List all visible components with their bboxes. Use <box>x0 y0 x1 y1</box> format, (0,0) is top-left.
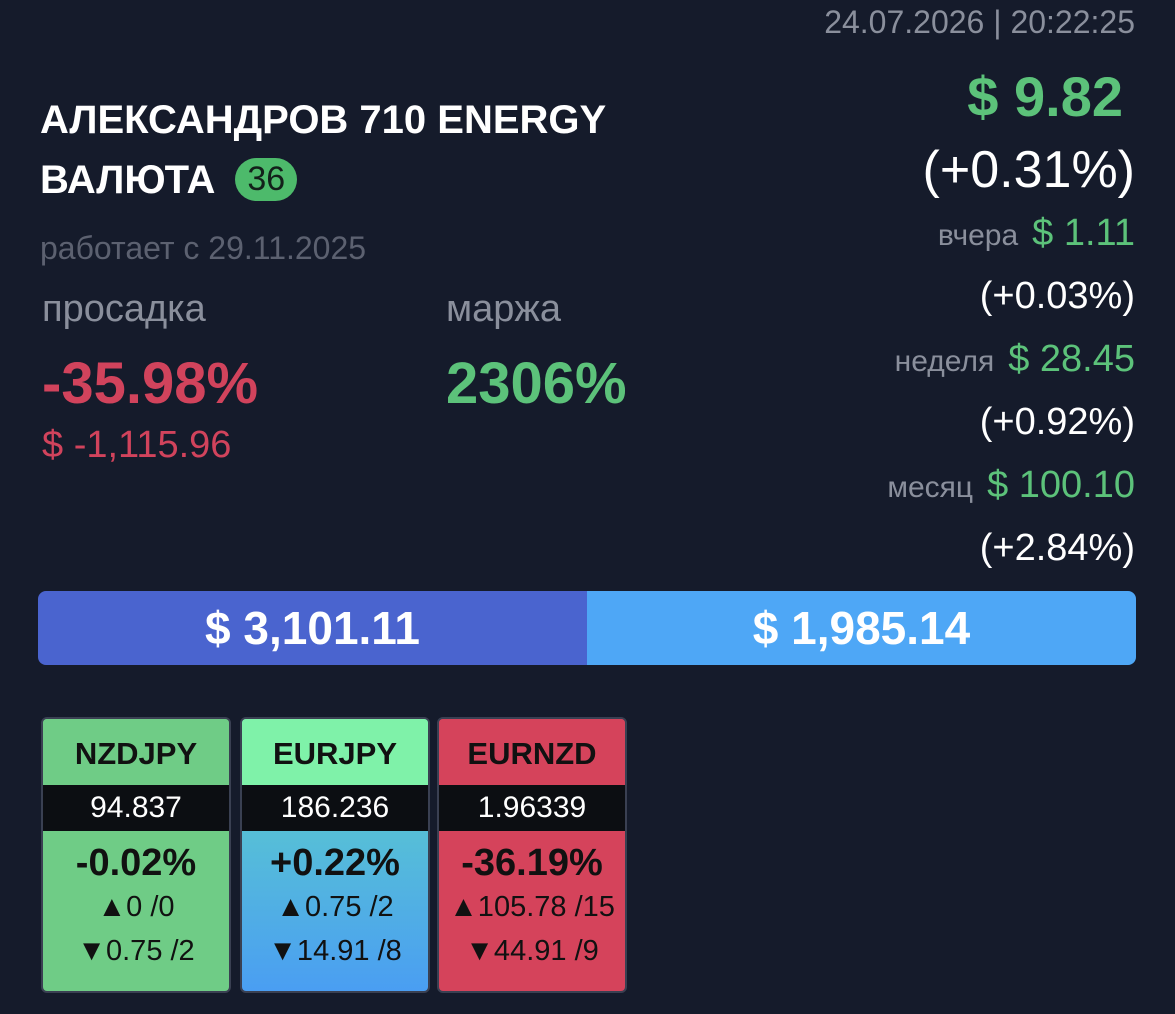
margin-label: маржа <box>446 288 561 330</box>
period-amount: $ 100.10 <box>987 464 1135 506</box>
drawdown-amount: $ -1,115.96 <box>42 424 232 466</box>
pair-card: EURNZD 1.96339 -36.19% ▲105.78 /15 ▼44.91 /9 <box>437 717 627 993</box>
period-amount: $ 1.11 <box>1032 212 1135 254</box>
pair-symbol: EURNZD <box>439 719 625 785</box>
title: ВАЛЮТА <box>40 158 216 202</box>
period-row: неделя $ 28.45 <box>895 338 1135 381</box>
margin-value: 2306% <box>446 351 627 416</box>
period-row: месяц $ 100.10 <box>887 464 1135 507</box>
balance-left: $ 3,101.11 <box>38 591 587 665</box>
pair-price: 1.96339 <box>439 785 625 831</box>
pair-change: -0.02% <box>75 842 197 884</box>
period-change: (+0.03%) <box>979 275 1135 317</box>
period-change: (+0.92%) <box>979 401 1135 443</box>
pair-symbol: NZDJPY <box>43 719 229 785</box>
pair-card: EURJPY 186.236 +0.22% ▲0.75 /2 ▼14.91 /8 <box>240 717 430 993</box>
balance-bar: $ 3,101.11 $ 1,985.14 <box>38 591 1136 665</box>
since: работает с 29.11.2025 <box>40 230 367 266</box>
profit-change: (+0.31%) <box>922 141 1135 199</box>
pair-card: NZDJPY 94.837 -0.02% ▲0 /0 ▼0.75 /2 <box>41 717 231 993</box>
badge: 36 <box>235 158 298 201</box>
period-label: месяц <box>887 471 974 504</box>
period-label: вчера <box>937 219 1019 252</box>
pair-price: 186.236 <box>242 785 428 831</box>
pair-change: -36.19% <box>461 842 603 884</box>
period-amount: $ 28.45 <box>1008 338 1135 380</box>
balance-right: $ 1,985.14 <box>587 591 1136 665</box>
title-line: ВАЛЮТА 36 <box>40 158 298 203</box>
pair-up: ▲0 /0 <box>97 891 175 923</box>
pair-up: ▲105.78 /15 <box>449 891 615 923</box>
pair-symbol: EURJPY <box>242 719 428 785</box>
pair-change: +0.22% <box>270 842 400 884</box>
title: АЛЕКСАНДРОВ 710 ENERGY <box>40 98 607 142</box>
pair-down: ▼0.75 /2 <box>77 935 195 967</box>
pair-down: ▼14.91 /8 <box>268 935 402 967</box>
period-change: (+2.84%) <box>979 527 1135 569</box>
period-label: неделя <box>894 345 995 378</box>
pair-down: ▼44.91 /9 <box>465 935 599 967</box>
drawdown-label: просадка <box>42 288 206 330</box>
pair-price: 94.837 <box>43 785 229 831</box>
profit-total: $ 9.82 <box>967 65 1123 128</box>
drawdown-percent: -35.98% <box>42 351 259 416</box>
period-row: вчера $ 1.11 <box>938 212 1135 255</box>
timestamp: 24.07.2026 | 20:22:25 <box>824 4 1135 40</box>
pair-up: ▲0.75 /2 <box>276 891 394 923</box>
